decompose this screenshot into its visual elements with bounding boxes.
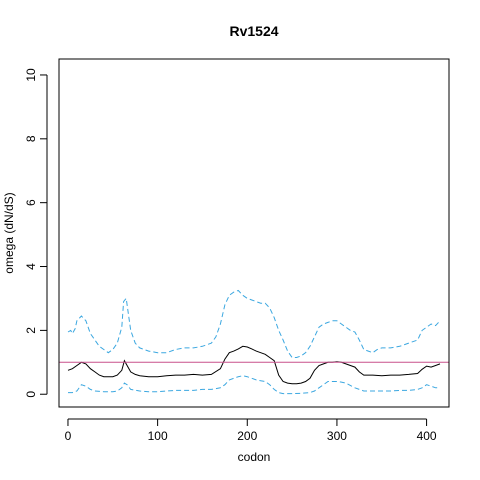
x-axis-label: codon: [238, 450, 271, 464]
chart-title: Rv1524: [229, 23, 278, 39]
x-tick-label: 200: [237, 429, 257, 443]
series-line-2: [68, 375, 440, 395]
plot-frame: [58, 58, 450, 408]
y-tick-label: 6: [24, 199, 38, 206]
x-tick-label: 300: [327, 429, 347, 443]
series-line-1: [67, 289, 441, 358]
y-tick-label: 8: [24, 135, 38, 142]
x-tick-label: 100: [148, 429, 168, 443]
y-tick-label: 10: [24, 68, 38, 82]
y-tick-label: 4: [24, 263, 38, 270]
x-tick-label: 0: [65, 429, 72, 443]
plot-area: [59, 289, 449, 395]
series-line-0: [67, 345, 441, 385]
y-axis: 0 2 4 6 8 10: [24, 68, 48, 398]
x-axis: 0 100 200 300 400: [65, 418, 437, 443]
y-axis-label: omega (dN/dS): [2, 192, 16, 273]
y-tick-label: 2: [24, 327, 38, 334]
x-tick-label: 400: [417, 429, 437, 443]
y-tick-label: 0: [24, 391, 38, 398]
